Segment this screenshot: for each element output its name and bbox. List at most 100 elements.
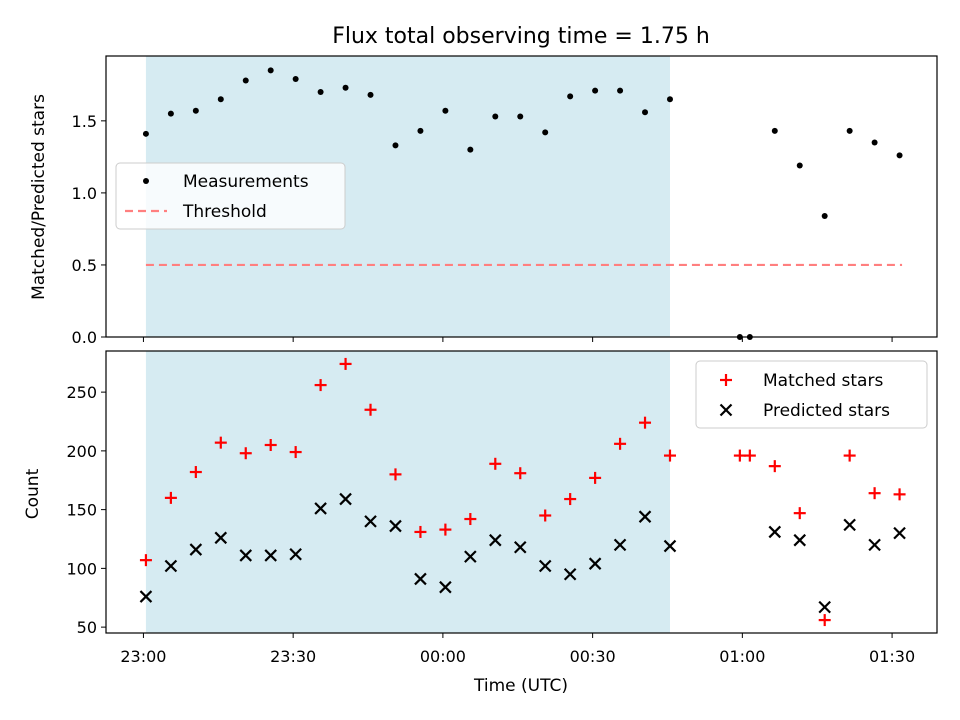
- predicted-star-point: [314, 502, 327, 515]
- y-tick-label: 50: [77, 618, 97, 637]
- matched-star-point: [614, 437, 627, 450]
- predicted-star-point: [563, 567, 577, 581]
- axes-frame: [105, 350, 938, 634]
- bottom-panel: 50 100 150 200 250 23:00 23:30 00:00 00:30 01:00 0…: [66, 350, 938, 666]
- matched-star-point: [339, 357, 352, 370]
- measurement-point: [317, 89, 324, 96]
- measurement-point: [242, 77, 249, 84]
- bottom-y-axis-label: Count: [23, 468, 43, 519]
- measurement-point: [567, 93, 574, 100]
- matched-star-point: [439, 523, 452, 536]
- matched-star-point: [639, 416, 652, 429]
- y-tick-label: 0.0: [72, 328, 97, 347]
- predicted-star-point: [513, 540, 527, 554]
- chart-title: Flux total observing time = 1.75 h: [332, 24, 710, 49]
- measurement-point: [796, 162, 803, 169]
- measurement-point: [592, 87, 599, 94]
- predicted-star-point: [613, 538, 627, 552]
- matched-star-point: [189, 466, 202, 479]
- matched-star-point: [239, 447, 252, 460]
- top-legend: Measurements Threshold: [115, 162, 346, 230]
- y-tick-label: 250: [66, 383, 97, 402]
- legend-label-predicted: Predicted stars: [763, 401, 890, 421]
- predicted-star-point: [793, 533, 807, 547]
- matched-star-point: [364, 403, 377, 416]
- measurement-point: [642, 109, 649, 116]
- measurement-point: [871, 139, 878, 146]
- predicted-star-point: [389, 519, 402, 533]
- legend-label-threshold: Threshold: [182, 202, 267, 222]
- matched-star-point: [514, 467, 527, 480]
- matched-star-point: [164, 491, 177, 504]
- predicted-star-point: [868, 538, 881, 552]
- legend-label-matched: Matched stars: [763, 371, 883, 391]
- matched-star-point: [843, 449, 856, 462]
- measurement-point: [342, 84, 349, 91]
- y-tick-label: 100: [66, 559, 97, 578]
- predicted-star-point: [339, 492, 352, 506]
- matched-star-point: [793, 507, 806, 520]
- x-tick-label: 23:30: [270, 647, 316, 666]
- matched-star-point: [539, 509, 552, 522]
- y-tick-label: 1.5: [72, 112, 97, 131]
- x-tick-label: 23:00: [120, 647, 166, 666]
- predicted-star-point: [588, 557, 602, 570]
- measurement-point: [217, 96, 224, 103]
- legend-box: [115, 162, 346, 230]
- measurement-point: [542, 129, 549, 136]
- matched-star-point: [589, 471, 602, 484]
- axes-frame: [105, 55, 938, 338]
- predicted-star-point: [663, 539, 677, 553]
- matched-star-point: [289, 446, 302, 459]
- predicted-star-point: [139, 590, 153, 603]
- matched-star-point: [663, 449, 676, 462]
- y-tick-label: 150: [66, 501, 97, 520]
- x-tick-label: 01:30: [869, 647, 915, 666]
- measurement-point: [442, 107, 449, 114]
- predicted-star-point: [239, 549, 253, 562]
- measurement-point: [846, 127, 853, 134]
- measurement-point: [142, 130, 149, 137]
- y-tick-label: 1.0: [72, 184, 97, 203]
- x-tick-label: 00:30: [570, 647, 616, 666]
- matched-star-point: [214, 436, 227, 449]
- predicted-star-point: [364, 515, 377, 528]
- matched-star-point: [414, 525, 427, 538]
- x-axis-label: Time (UTC): [473, 676, 568, 696]
- measurement-point: [167, 110, 174, 117]
- legend-measurement-marker: [143, 178, 149, 184]
- measurement-point: [392, 142, 399, 149]
- x-tick-label: 00:00: [420, 647, 466, 666]
- matched-star-point: [893, 488, 906, 501]
- predicted-star-point: [893, 526, 906, 540]
- matched-star-point: [564, 493, 577, 506]
- top-y-axis-label: Matched/Predicted stars: [29, 94, 49, 300]
- predicted-star-point: [538, 559, 552, 573]
- measurement-point: [192, 107, 199, 114]
- measurement-point: [666, 96, 673, 103]
- predicted-star-point: [768, 525, 782, 539]
- matched-star-point: [389, 468, 402, 481]
- matched-star-point: [868, 487, 881, 500]
- matched-star-point: [464, 513, 477, 526]
- measurement-point: [896, 152, 903, 159]
- x-tick-label: 01:00: [719, 647, 765, 666]
- measurement-point: [267, 67, 274, 74]
- measurement-point: [771, 127, 778, 134]
- matched-star-point: [489, 457, 502, 470]
- measurement-point: [367, 91, 374, 98]
- legend-matched-marker: [720, 374, 732, 386]
- matched-star-point: [768, 460, 781, 473]
- top-panel: 0.0 0.5 1.0 1.5 Measurements Threshold: [72, 55, 938, 347]
- legend-predicted-marker: [719, 403, 733, 417]
- shaded-observing-span: [145, 351, 670, 633]
- predicted-star-point: [489, 533, 502, 547]
- matched-star-point: [139, 554, 152, 567]
- predicted-star-point: [289, 547, 302, 561]
- matched-star-point: [743, 449, 756, 462]
- matched-star-point: [818, 614, 831, 627]
- y-tick-label: 200: [66, 442, 97, 461]
- predicted-star-point: [464, 550, 477, 563]
- measurement-point: [517, 113, 524, 120]
